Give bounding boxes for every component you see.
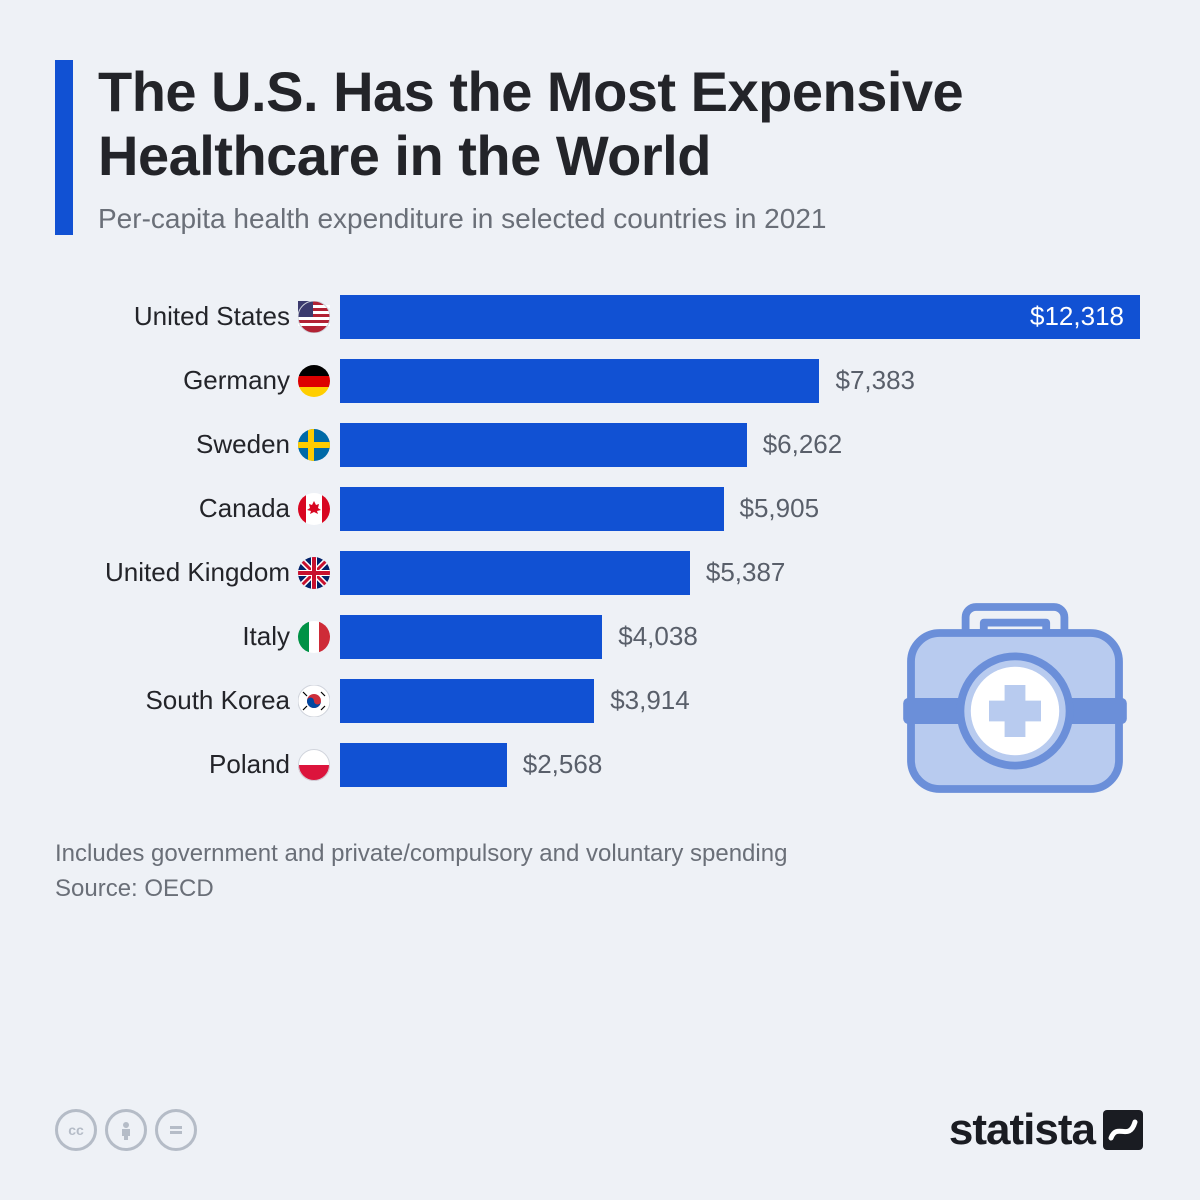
footnote-line1: Includes government and private/compulso… (55, 840, 787, 867)
bar-value: $12,318 (1030, 301, 1124, 332)
bar-cell: $6,262 (340, 423, 1145, 467)
svg-text:cc: cc (68, 1122, 84, 1138)
medical-kit-icon (885, 555, 1145, 815)
footnote: Includes government and private/compulso… (55, 837, 1145, 907)
country-label: Canada (199, 493, 290, 524)
label-cell: Canada (55, 493, 340, 525)
title-block: The U.S. Has the Most Expensive Healthca… (98, 60, 1145, 235)
bar-value: $7,383 (819, 365, 915, 396)
bar: $12,318 (340, 295, 1140, 339)
bar-value: $5,905 (724, 493, 820, 524)
pl-flag-icon (298, 749, 330, 781)
country-label: United States (134, 301, 290, 332)
bar-cell: $12,318 (340, 295, 1145, 339)
bar: $5,905 (340, 487, 724, 531)
brand-mark-icon (1101, 1108, 1145, 1152)
chart-row: Sweden $6,262 (55, 413, 1145, 477)
label-cell: Germany (55, 365, 340, 397)
kr-flag-icon (298, 685, 330, 717)
bar-value: $4,038 (602, 621, 698, 652)
label-cell: United Kingdom (55, 557, 340, 589)
bar: $6,262 (340, 423, 747, 467)
bar-cell: $7,383 (340, 359, 1145, 403)
nd-icon (155, 1109, 197, 1151)
bar: $4,038 (340, 615, 602, 659)
bar-value: $5,387 (690, 557, 786, 588)
footer: cc statista (55, 1105, 1145, 1155)
country-label: Poland (209, 749, 290, 780)
bar: $7,383 (340, 359, 819, 403)
label-cell: Italy (55, 621, 340, 653)
bar-value: $3,914 (594, 685, 690, 716)
country-label: Italy (242, 621, 290, 652)
country-label: Sweden (196, 429, 290, 460)
se-flag-icon (298, 429, 330, 461)
bar: $2,568 (340, 743, 507, 787)
label-cell: Poland (55, 749, 340, 781)
de-flag-icon (298, 365, 330, 397)
infographic-page: The U.S. Has the Most Expensive Healthca… (0, 0, 1200, 1200)
bar-cell: $5,905 (340, 487, 1145, 531)
ca-flag-icon (298, 493, 330, 525)
by-icon (105, 1109, 147, 1151)
chart-row: United States $12,318 (55, 285, 1145, 349)
accent-bar (55, 60, 73, 235)
brand-logo: statista (949, 1105, 1145, 1155)
cc-icon: cc (55, 1109, 97, 1151)
country-label: South Korea (145, 685, 290, 716)
header: The U.S. Has the Most Expensive Healthca… (55, 60, 1145, 235)
label-cell: United States (55, 301, 340, 333)
footnote-line2: Source: OECD (55, 875, 214, 902)
chart-row: Germany $7,383 (55, 349, 1145, 413)
brand-text: statista (949, 1105, 1095, 1155)
chart-row: Canada $5,905 (55, 477, 1145, 541)
country-label: United Kingdom (105, 557, 290, 588)
license-badges: cc (55, 1109, 197, 1151)
bar-value: $6,262 (747, 429, 843, 460)
country-label: Germany (183, 365, 290, 396)
gb-flag-icon (298, 557, 330, 589)
page-subtitle: Per-capita health expenditure in selecte… (98, 203, 1145, 235)
label-cell: South Korea (55, 685, 340, 717)
us-flag-icon (298, 301, 330, 333)
bar: $5,387 (340, 551, 690, 595)
bar-value: $2,568 (507, 749, 603, 780)
page-title: The U.S. Has the Most Expensive Healthca… (98, 60, 1145, 189)
bar: $3,914 (340, 679, 594, 723)
label-cell: Sweden (55, 429, 340, 461)
it-flag-icon (298, 621, 330, 653)
